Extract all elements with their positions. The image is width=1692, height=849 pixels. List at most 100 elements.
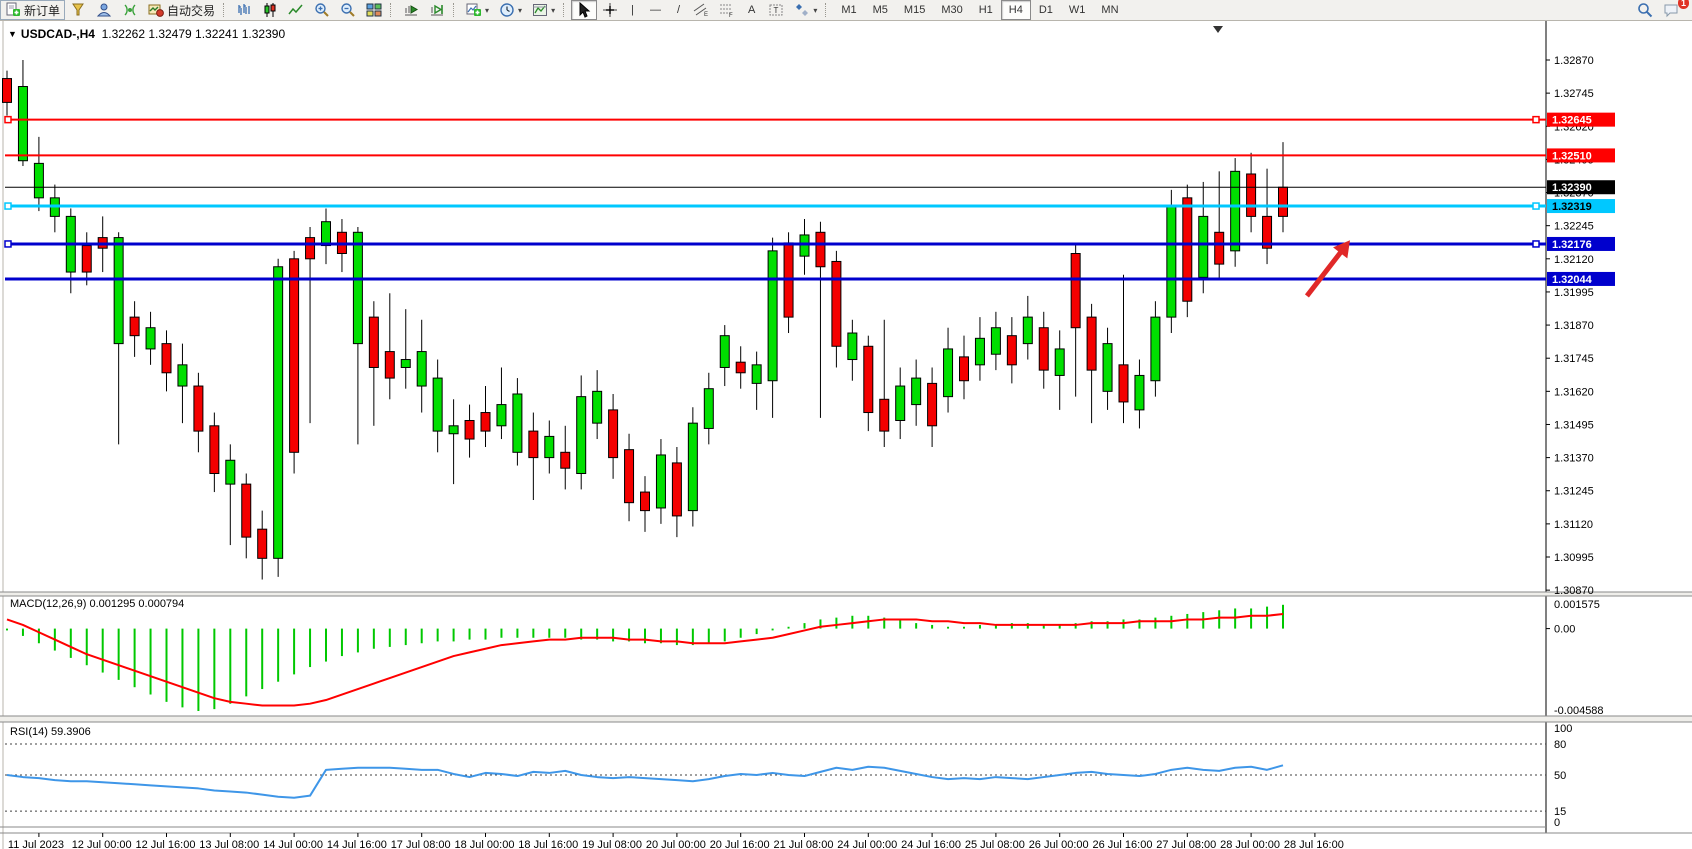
svg-text:1.32044: 1.32044 [1552,274,1593,286]
arrows-dropdown-caret[interactable]: ▾ [813,5,818,15]
rsi-indicator-label: RSI(14) 59.3906 [10,726,91,738]
tile-windows-icon [366,2,382,18]
periods-button[interactable]: ▾ [494,0,527,20]
timeframe-button-m30[interactable]: M30 [933,0,970,20]
cursor-icon [576,2,592,18]
line-chart-button[interactable] [283,0,309,20]
timeframe-button-h4[interactable]: H4 [1000,0,1031,20]
candle [384,351,395,379]
templates-dropdown-caret[interactable]: ▾ [551,5,556,15]
svg-text:20 Jul 16:00: 20 Jul 16:00 [710,839,770,849]
candle [703,388,714,429]
macd-pane: 0.001575 0.00 -0.004588 [6,599,1604,717]
vertical-line-tool-button[interactable]: | [623,0,642,20]
svg-text:0.001575: 0.001575 [1554,599,1600,611]
channel-tool-button[interactable]: E [688,0,714,20]
annotation-arrow[interactable] [1304,245,1348,298]
chat-button[interactable]: 1 [1658,0,1689,20]
cursor-tool-button[interactable] [571,0,598,20]
candle [416,351,427,387]
indicators-dropdown-caret[interactable]: ▾ [485,5,490,15]
timeframe-button-m15[interactable]: M15 [896,0,933,20]
chart-shift-button[interactable] [424,0,450,20]
market-watch-button[interactable] [65,0,91,20]
zoom-in-icon [314,2,330,18]
candle [257,528,268,559]
svg-text:11 Jul 2023: 11 Jul 2023 [8,839,64,849]
timeframe-label: M15 [903,4,926,16]
signals-button[interactable] [117,0,143,20]
chart-shift-marker[interactable] [1213,26,1223,33]
clock-icon [499,2,515,18]
candle [1134,374,1145,411]
candlestick-button[interactable] [257,0,283,20]
fibonacci-icon: F [719,2,735,18]
timeframe-button-m1[interactable]: M1 [833,0,864,20]
annotation-arrow-head[interactable] [1333,240,1350,259]
label-tool-icon: T [768,2,784,18]
svg-text:1.30870: 1.30870 [1554,585,1594,597]
bar-chart-button[interactable] [231,0,257,20]
label-tool-button[interactable]: T [763,0,789,20]
line-handle [4,202,12,210]
tile-windows-button[interactable] [361,0,387,20]
chart-shift-icon [429,2,445,18]
channel-icon: E [693,2,709,18]
timeframe-button-d1[interactable]: D1 [1031,0,1061,20]
timeframe-button-mn[interactable]: MN [1093,0,1126,20]
horizontal-line-tool-button[interactable]: — [642,0,669,20]
candle [879,398,890,432]
timeframe-label: H1 [978,4,993,16]
chart-title: ▼ USDCAD-,H4 1.32262 1.32479 1.32241 1.32… [8,27,285,41]
timeframe-label: M1 [841,4,857,16]
svg-text:-0.004588: -0.004588 [1554,705,1604,717]
crosshair-icon [602,2,618,18]
svg-text:26 Jul 16:00: 26 Jul 16:00 [1093,839,1153,849]
candle [943,348,954,398]
timeframe-label: MN [1101,4,1119,16]
candle [1230,170,1241,252]
collapse-chart-icon[interactable]: ▼ [8,29,17,39]
arrows-tool-button[interactable]: ▾ [789,0,822,20]
crosshair-tool-button[interactable] [597,0,623,20]
timeframe-button-m5[interactable]: M5 [865,0,896,20]
svg-text:28 Jul 00:00: 28 Jul 00:00 [1220,839,1280,849]
new-order-button[interactable]: 新订单 [0,0,66,20]
chat-icon [1663,2,1679,18]
level-lines[interactable]: 1.32645 1.32510 1.32390 1.32319 1.32176 1.320… [4,112,1615,286]
candle [1198,215,1209,278]
candle [193,385,204,432]
candle [161,343,172,374]
main-toolbar: 新订单 自动交易 ▾ ▾ ▾ | — / E F A T ▾ M1 M5 M15 M3… [0,0,1692,21]
candle [608,409,619,459]
svg-text:E: E [704,12,708,18]
svg-text:12 Jul 16:00: 12 Jul 16:00 [136,839,196,849]
zoom-out-button[interactable] [335,0,361,20]
candle [480,412,491,432]
text-tool-button[interactable]: A [740,0,763,20]
indicators-button[interactable]: ▾ [461,0,494,20]
trendline-tool-button[interactable]: / [669,0,688,20]
signal-icon [122,2,138,18]
candlestick-icon [262,2,278,18]
svg-text:100: 100 [1554,723,1572,735]
auto-scroll-icon [403,2,419,18]
chart-canvas[interactable]: 1.328701.327451.326201.324951.323701.322… [0,20,1692,849]
zoom-in-button[interactable] [309,0,335,20]
rsi-line [6,764,1284,799]
auto-scroll-button[interactable] [398,0,424,20]
periods-dropdown-caret[interactable]: ▾ [518,5,523,15]
candle [1166,205,1177,318]
auto-trading-button[interactable]: 自动交易 [143,0,220,20]
candle [687,422,698,512]
search-button[interactable] [1632,0,1658,20]
profile-button[interactable] [91,0,117,20]
new-order-icon [5,2,21,18]
timeframe-button-h1[interactable]: H1 [971,0,1001,20]
macd-signal-line [6,612,1284,707]
timeframe-button-w1[interactable]: W1 [1061,0,1094,20]
templates-button[interactable]: ▾ [527,0,560,20]
candle [368,316,379,368]
fibonacci-tool-button[interactable]: F [714,0,740,20]
candle [17,86,28,162]
